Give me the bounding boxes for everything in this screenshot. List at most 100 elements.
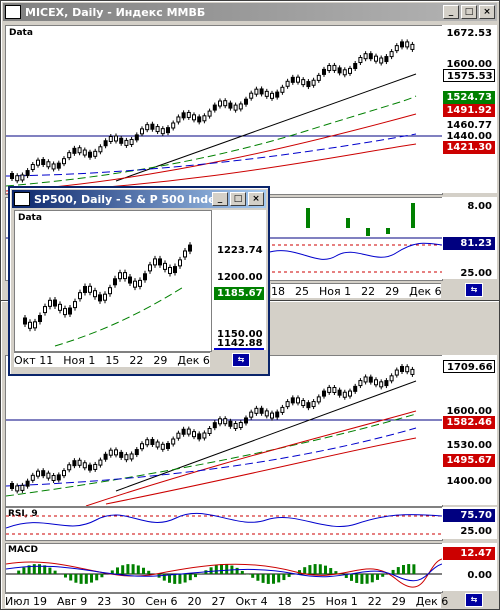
sp500-titlebar[interactable]: SP500, Daily - S & P 500 Index _ □ × (12, 190, 266, 208)
minimize-button[interactable]: _ (212, 192, 228, 206)
candle-body (389, 51, 394, 58)
candle-body (124, 139, 129, 146)
macd-histogram-bar (261, 574, 265, 583)
micex-price-pane[interactable]: Data (5, 25, 443, 195)
macd-zero: 0.00 (467, 570, 492, 581)
candle-body (88, 464, 92, 471)
candle-body (145, 124, 150, 131)
candle-body (56, 474, 61, 481)
candle-body (363, 53, 368, 60)
candle-body (113, 278, 117, 286)
third-x-tick: 27 (211, 594, 226, 608)
candle-body (103, 140, 108, 147)
candle-body (160, 128, 165, 135)
candle-body (223, 100, 228, 107)
candle-body (58, 303, 62, 311)
micex-x-tick: Дек 6 (409, 284, 442, 298)
rsi-axis: 75.70 25.00 (442, 507, 497, 539)
third-nav-button[interactable]: ⇆ (465, 593, 483, 607)
micex-osc-25: 25.00 (460, 268, 492, 279)
third-x-tick: 23 (97, 594, 112, 608)
macd-histogram-bar (240, 570, 244, 574)
macd-histogram-bar (38, 564, 41, 574)
macd-histogram-bar (225, 564, 229, 574)
micex-price-last: 1575.53 (443, 69, 495, 82)
candle-body (150, 438, 155, 445)
candle-body (124, 454, 129, 461)
sp500-price-green: 1185.67 (214, 287, 264, 300)
third-price-red: 1582.46 (443, 416, 495, 429)
macd-histogram-bar (74, 574, 78, 583)
candle-body (394, 369, 399, 376)
candle-body (270, 412, 274, 419)
rsi-label: RSI, 9 (7, 509, 39, 519)
third-price-1400: 1400.00 (446, 476, 492, 487)
macd-histogram-bar (79, 574, 83, 584)
macd-label: MACD (7, 545, 39, 555)
macd-histogram-bar (282, 574, 286, 581)
macd-histogram-bar (32, 564, 36, 574)
sp500-x-tick: Дек 6 (177, 353, 210, 367)
sp500-x-axis: Окт 11 Ноя 1 15 22 29 Дек 6 (14, 352, 210, 367)
macd-histogram-bar (298, 570, 301, 574)
sp500-window[interactable]: SP500, Daily - S & P 500 Index _ □ × Dat… (8, 186, 270, 376)
sp500-price-pane[interactable]: Data (14, 210, 212, 352)
macd-chart (6, 558, 442, 588)
micex-nav-button[interactable]: ⇆ (465, 283, 483, 297)
third-price-blue: 1530.00 (443, 439, 495, 452)
candle-body (218, 418, 222, 425)
close-button[interactable]: × (479, 5, 495, 19)
sp500-nav-button[interactable]: ⇆ (232, 353, 250, 367)
candle-body (41, 470, 46, 477)
micex-titlebar[interactable]: MICEX, Daily - Индекс ММВБ _ □ × (3, 3, 497, 21)
candle-body (140, 443, 144, 450)
candle-body (176, 116, 181, 123)
third-price-pane[interactable] (5, 355, 443, 507)
candle-body (51, 475, 56, 482)
candle-body (405, 366, 410, 373)
macd-histogram-bar (402, 565, 405, 574)
sp500-price-blue: 1142.88 (214, 337, 264, 350)
macd-histogram-bar (22, 567, 26, 574)
minimize-button[interactable]: _ (443, 5, 459, 19)
candle-body (10, 173, 14, 179)
macd-histogram-bar (17, 570, 21, 574)
macd-histogram-bar (48, 567, 52, 574)
sp500-price-1200: 1200.00 (217, 272, 263, 283)
candle-body (389, 375, 394, 382)
candle-body (30, 474, 35, 481)
macd-histogram-bar (396, 567, 400, 574)
candle-body (53, 299, 57, 307)
maximize-button[interactable]: □ (461, 5, 477, 19)
candle-body (56, 162, 61, 169)
macd-histogram-bar (178, 574, 182, 584)
micex-data-label: Data (8, 28, 34, 38)
sp500-x-tick: 15 (105, 353, 120, 367)
macd-histogram-bar (90, 574, 93, 583)
candle-body (153, 258, 157, 266)
candle-body (134, 449, 139, 456)
third-price-red2: 1495.67 (443, 454, 495, 467)
candle-body (176, 432, 181, 439)
micex-window[interactable]: MICEX, Daily - Индекс ММВБ _ □ × Data 16… (0, 0, 500, 302)
candle-body (264, 410, 269, 417)
candle-body (223, 418, 228, 425)
maximize-button[interactable]: □ (230, 192, 246, 206)
macd-pane[interactable]: MACD (5, 543, 443, 593)
candle-body (212, 104, 217, 111)
macd-histogram-bar (355, 574, 359, 583)
candle-body (62, 470, 66, 477)
candle-body (158, 258, 162, 266)
candle-body (348, 390, 352, 397)
rsi-pane[interactable]: RSI, 9 (5, 507, 443, 541)
candle-body (25, 480, 30, 487)
macd-histogram-bar (214, 565, 218, 574)
candle-body (238, 103, 243, 110)
sp500-x-tick: Ноя 1 (63, 353, 96, 367)
macd-histogram-bar (69, 574, 73, 581)
micex-x-tick: 18 (271, 284, 285, 298)
candle-body (98, 146, 103, 153)
macd-histogram-bar (329, 568, 333, 574)
third-price-axis: 1709.66 1600.00 1582.46 1530.00 1495.67 … (442, 355, 497, 505)
close-button[interactable]: × (248, 192, 264, 206)
